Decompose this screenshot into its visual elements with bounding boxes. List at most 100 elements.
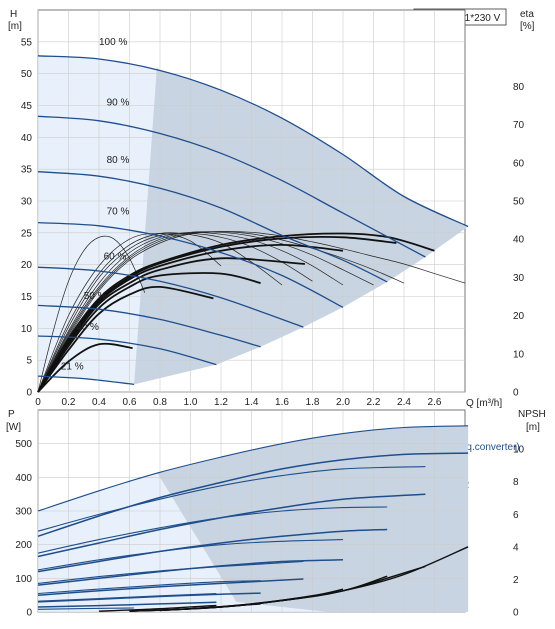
eta-curve xyxy=(37,272,261,393)
x-tick-label: 0.2 xyxy=(62,397,76,408)
npsh-curve xyxy=(129,603,261,612)
x-tick-label: 0.8 xyxy=(153,397,167,408)
h-tick-label: 5 xyxy=(26,356,32,367)
h-tick-label: 50 xyxy=(21,69,33,80)
speed-label: 60 % xyxy=(104,252,127,263)
eta-curve xyxy=(37,342,133,393)
head-dark-region xyxy=(134,67,469,385)
eta-thin-curve xyxy=(37,233,222,393)
power-plot: 0 100 200 300 400 500 0 2 4 6 8 10 xyxy=(15,409,525,619)
eta-axis-unit: [%] xyxy=(520,21,535,32)
h-tick-label: 35 xyxy=(21,165,33,176)
head-curve xyxy=(37,335,217,366)
eta-thin-curve xyxy=(37,235,146,393)
q-axis-label: Q [m³/h] xyxy=(466,398,502,409)
p1-curve xyxy=(37,425,469,512)
npsh-tick-label: 0 xyxy=(513,608,519,619)
head-curve xyxy=(37,171,388,283)
h-tick-label: 15 xyxy=(21,292,33,303)
p-axis-label: P xyxy=(8,409,15,420)
x-tick-label: 2.4 xyxy=(397,397,411,408)
eta-tick-label: 10 xyxy=(513,349,525,360)
h-tick-label: 40 xyxy=(21,133,33,144)
npsh-tick-label: 8 xyxy=(513,477,519,488)
head-curve xyxy=(37,221,344,308)
head-plot: 0 0.2 0.4 0.6 0.8 1.0 1.2 1.4 1.6 1.8 2.0 2.2 2.4 2.6… xyxy=(21,9,525,408)
speed-label: 21 % xyxy=(61,362,84,373)
x-tick-label: 0.4 xyxy=(92,397,106,408)
eta-thin-curve xyxy=(37,231,466,393)
eta-curve xyxy=(37,257,305,393)
speed-label: 70 % xyxy=(107,206,130,217)
eta-tick-label: 70 xyxy=(513,120,525,131)
x-tick-label: 2.6 xyxy=(428,397,442,408)
p1-curve xyxy=(37,580,261,595)
eta-tick-label: 80 xyxy=(513,82,525,93)
p-tick-label: 0 xyxy=(26,608,32,619)
p1-curve xyxy=(37,466,426,532)
p2-curve xyxy=(37,528,388,573)
head-curve xyxy=(37,375,135,386)
h-tick-label: 0 xyxy=(26,388,32,399)
p-tick-label: 300 xyxy=(15,507,32,518)
head-curve xyxy=(37,55,469,228)
p-axis-unit: [W] xyxy=(6,422,21,433)
eta-curve xyxy=(37,285,214,393)
p2-curve xyxy=(37,601,217,608)
h-tick-label: 55 xyxy=(21,37,33,48)
eta-curve xyxy=(37,243,344,393)
eta-thin-curve xyxy=(37,232,313,393)
h-tick-label: 30 xyxy=(21,197,33,208)
head-curve xyxy=(37,304,261,348)
p-tick-label: 400 xyxy=(15,473,32,484)
npsh-tick-label: 10 xyxy=(513,445,525,456)
x-tick-label: 1.4 xyxy=(245,397,259,408)
x-tick-label: 1.6 xyxy=(275,397,289,408)
speed-label: 80 % xyxy=(107,155,130,166)
x-tick-label: 0 xyxy=(35,397,41,408)
npsh-axis-unit: [m] xyxy=(526,422,540,433)
h-tick-label: 25 xyxy=(21,228,33,239)
eta-tick-label: 50 xyxy=(513,197,525,208)
npsh-tick-label: 4 xyxy=(513,542,519,553)
eta-curve xyxy=(37,232,435,393)
p-tick-label: 200 xyxy=(15,540,32,551)
h-axis-unit: [m] xyxy=(8,21,22,32)
eta-axis-label: eta xyxy=(520,9,534,20)
p1-curve xyxy=(37,607,135,610)
p2-curve xyxy=(37,452,469,538)
x-tick-label: 1.2 xyxy=(214,397,228,408)
p-tick-label: 100 xyxy=(15,574,32,585)
eta-curve xyxy=(37,235,397,393)
head-curve xyxy=(37,115,426,258)
speed-label: 40 % xyxy=(76,322,99,333)
p2-curve xyxy=(37,559,344,586)
p2-curve xyxy=(37,592,261,603)
x-tick-label: 2.2 xyxy=(367,397,381,408)
eta-tick-label: 40 xyxy=(513,235,525,246)
npsh-axis-label: NPSH xyxy=(518,409,546,420)
eta-tick-label: 20 xyxy=(513,311,525,322)
p2-curve xyxy=(37,493,426,558)
x-tick-label: 1.0 xyxy=(184,397,198,408)
eta-thin-curve xyxy=(37,232,283,393)
p-tick-label: 500 xyxy=(15,439,32,450)
speed-label: 50 % xyxy=(84,291,107,302)
head-curve xyxy=(37,266,304,328)
speed-label: 90 % xyxy=(107,98,130,109)
x-tick-label: 0.6 xyxy=(123,397,137,408)
speed-label: 100 % xyxy=(99,37,127,48)
p2-curve xyxy=(37,578,304,596)
h-axis-label: H xyxy=(10,9,17,20)
x-tick-label: 1.8 xyxy=(306,397,320,408)
h-tick-label: 20 xyxy=(21,260,33,271)
eta-tick-label: 60 xyxy=(513,158,525,169)
eta-tick-label: 0 xyxy=(513,388,519,399)
h-tick-label: 10 xyxy=(21,324,33,335)
h-tick-label: 45 xyxy=(21,101,33,112)
npsh-tick-label: 6 xyxy=(513,510,519,521)
npsh-tick-label: 2 xyxy=(513,575,519,586)
eta-tick-label: 30 xyxy=(513,273,525,284)
x-tick-label: 2.0 xyxy=(336,397,350,408)
